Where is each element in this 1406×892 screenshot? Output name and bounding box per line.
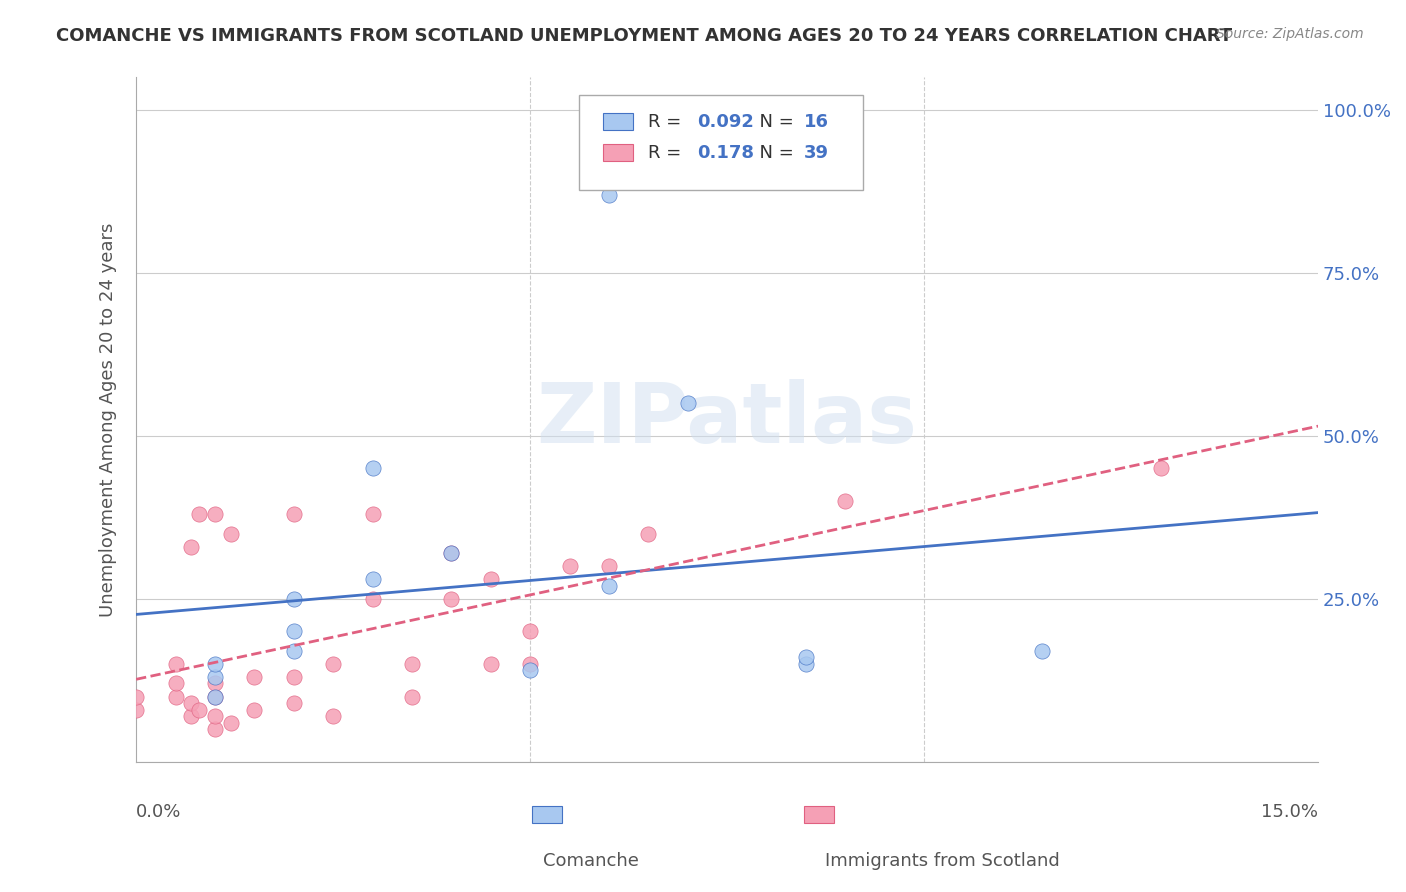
Point	[204, 670, 226, 684]
FancyBboxPatch shape	[603, 145, 633, 161]
Point	[204, 507, 226, 521]
Point	[165, 657, 187, 671]
Point	[204, 709, 226, 723]
Point	[1149, 461, 1171, 475]
Point	[283, 591, 305, 606]
Point	[180, 540, 202, 554]
Point	[322, 709, 344, 723]
Point	[165, 676, 187, 690]
Y-axis label: Unemployment Among Ages 20 to 24 years: Unemployment Among Ages 20 to 24 years	[100, 222, 117, 616]
Point	[401, 657, 423, 671]
Point	[283, 507, 305, 521]
Point	[479, 572, 502, 586]
Text: Source: ZipAtlas.com: Source: ZipAtlas.com	[1216, 27, 1364, 41]
Text: 0.092: 0.092	[697, 113, 755, 131]
Text: R =: R =	[648, 113, 688, 131]
Point	[219, 715, 242, 730]
Point	[598, 187, 620, 202]
Text: N =: N =	[748, 113, 800, 131]
Point	[204, 690, 226, 704]
Text: 15.0%: 15.0%	[1261, 803, 1319, 821]
Point	[361, 591, 384, 606]
Text: Comanche: Comanche	[543, 852, 638, 870]
Point	[440, 546, 463, 560]
Text: ZIPatlas: ZIPatlas	[537, 379, 918, 460]
Point	[125, 702, 148, 716]
Point	[125, 690, 148, 704]
Point	[361, 507, 384, 521]
Point	[204, 657, 226, 671]
Point	[401, 690, 423, 704]
Point	[479, 657, 502, 671]
Point	[598, 559, 620, 574]
Point	[794, 657, 817, 671]
Point	[440, 546, 463, 560]
Point	[243, 670, 266, 684]
Point	[204, 722, 226, 736]
Point	[1031, 644, 1053, 658]
Point	[180, 696, 202, 710]
Point	[283, 624, 305, 639]
Point	[676, 396, 699, 410]
Text: 0.178: 0.178	[697, 144, 755, 161]
Text: 16: 16	[804, 113, 830, 131]
Point	[180, 709, 202, 723]
Point	[165, 690, 187, 704]
Point	[361, 461, 384, 475]
Point	[283, 670, 305, 684]
Text: N =: N =	[748, 144, 800, 161]
Point	[519, 624, 541, 639]
FancyBboxPatch shape	[579, 95, 863, 190]
Text: COMANCHE VS IMMIGRANTS FROM SCOTLAND UNEMPLOYMENT AMONG AGES 20 TO 24 YEARS CORR: COMANCHE VS IMMIGRANTS FROM SCOTLAND UNE…	[56, 27, 1233, 45]
Point	[188, 507, 211, 521]
Text: 39: 39	[804, 144, 830, 161]
Point	[204, 676, 226, 690]
Point	[283, 696, 305, 710]
Point	[361, 572, 384, 586]
FancyBboxPatch shape	[603, 113, 633, 130]
FancyBboxPatch shape	[531, 806, 561, 823]
Point	[519, 657, 541, 671]
Point	[519, 664, 541, 678]
Point	[598, 579, 620, 593]
Point	[204, 690, 226, 704]
Point	[637, 526, 659, 541]
Point	[794, 650, 817, 665]
Text: R =: R =	[648, 144, 688, 161]
Point	[322, 657, 344, 671]
Point	[283, 644, 305, 658]
Point	[188, 702, 211, 716]
FancyBboxPatch shape	[804, 806, 834, 823]
Text: 0.0%: 0.0%	[136, 803, 181, 821]
Point	[558, 559, 581, 574]
Text: Immigrants from Scotland: Immigrants from Scotland	[825, 852, 1059, 870]
Point	[243, 702, 266, 716]
Point	[834, 494, 856, 508]
Point	[440, 591, 463, 606]
Point	[219, 526, 242, 541]
